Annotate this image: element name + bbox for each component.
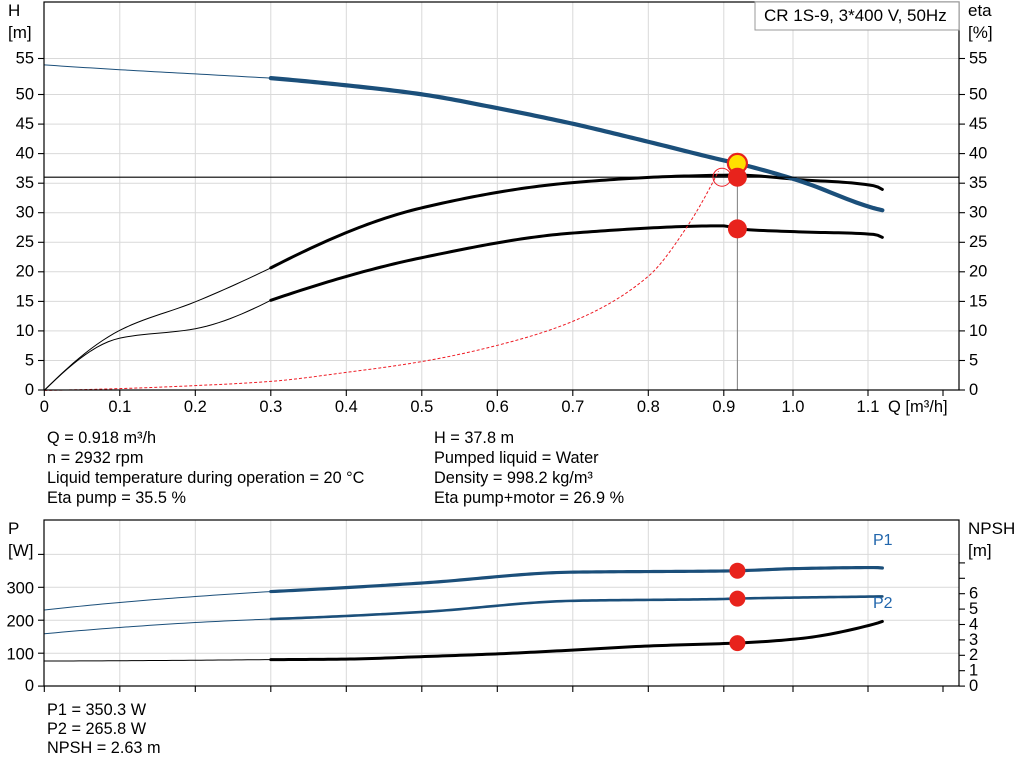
svg-text:45: 45 <box>969 115 987 133</box>
svg-text:300: 300 <box>6 580 34 598</box>
svg-text:0: 0 <box>40 398 49 416</box>
svg-text:55: 55 <box>969 50 987 68</box>
svg-text:H: H <box>8 1 20 20</box>
svg-text:0: 0 <box>969 677 978 695</box>
svg-text:Liquid temperature during oper: Liquid temperature during operation = 20… <box>47 469 365 487</box>
svg-text:P1: P1 <box>873 532 893 549</box>
svg-text:5: 5 <box>25 351 34 369</box>
svg-text:40: 40 <box>969 145 987 163</box>
svg-text:H = 37.8 m: H = 37.8 m <box>434 429 514 447</box>
svg-text:40: 40 <box>16 145 34 163</box>
svg-text:10: 10 <box>969 322 987 340</box>
svg-text:Q = 0.918 m³/h: Q = 0.918 m³/h <box>47 429 156 447</box>
svg-text:0: 0 <box>969 381 978 399</box>
svg-text:35: 35 <box>16 174 34 192</box>
svg-text:0.7: 0.7 <box>561 398 584 416</box>
svg-text:30: 30 <box>969 204 987 222</box>
svg-text:Q [m³/h]: Q [m³/h] <box>888 398 948 416</box>
svg-text:0.5: 0.5 <box>410 398 433 416</box>
svg-text:P1 = 350.3 W: P1 = 350.3 W <box>47 701 147 719</box>
svg-text:Eta pump = 35.5 %: Eta pump = 35.5 % <box>47 489 186 507</box>
svg-text:[m]: [m] <box>968 541 992 560</box>
svg-text:0.1: 0.1 <box>108 398 131 416</box>
svg-text:0: 0 <box>25 677 34 695</box>
svg-text:15: 15 <box>16 292 34 310</box>
svg-text:35: 35 <box>969 174 987 192</box>
svg-text:1.1: 1.1 <box>857 398 880 416</box>
svg-text:10: 10 <box>16 322 34 340</box>
svg-text:5: 5 <box>969 351 978 369</box>
svg-text:0.4: 0.4 <box>335 398 358 416</box>
svg-text:[m]: [m] <box>8 23 32 42</box>
svg-text:1: 1 <box>969 662 978 680</box>
svg-text:55: 55 <box>16 50 34 68</box>
svg-text:NPSH = 2.63 m: NPSH = 2.63 m <box>47 739 161 757</box>
svg-text:0: 0 <box>25 381 34 399</box>
svg-text:50: 50 <box>969 86 987 104</box>
svg-text:15: 15 <box>969 292 987 310</box>
svg-text:0.6: 0.6 <box>486 398 509 416</box>
svg-text:Pumped liquid = Water: Pumped liquid = Water <box>434 449 599 467</box>
svg-text:P: P <box>8 519 19 538</box>
svg-text:30: 30 <box>16 204 34 222</box>
svg-text:5: 5 <box>969 600 978 618</box>
svg-text:200: 200 <box>6 613 34 631</box>
svg-text:0.2: 0.2 <box>184 398 207 416</box>
svg-text:2: 2 <box>969 646 978 664</box>
svg-text:6: 6 <box>969 585 978 603</box>
svg-text:0.3: 0.3 <box>259 398 282 416</box>
svg-text:4: 4 <box>969 615 978 633</box>
svg-text:50: 50 <box>16 86 34 104</box>
svg-text:0.8: 0.8 <box>637 398 660 416</box>
svg-text:0.9: 0.9 <box>712 398 735 416</box>
svg-text:100: 100 <box>6 646 34 664</box>
svg-text:[W]: [W] <box>8 541 34 560</box>
svg-text:25: 25 <box>16 233 34 251</box>
svg-text:3: 3 <box>969 631 978 649</box>
svg-text:NPSH: NPSH <box>968 519 1015 538</box>
svg-text:CR 1S-9, 3*400 V, 50Hz: CR 1S-9, 3*400 V, 50Hz <box>764 6 947 25</box>
svg-text:P2: P2 <box>873 595 893 612</box>
svg-text:20: 20 <box>969 263 987 281</box>
svg-text:45: 45 <box>16 115 34 133</box>
svg-text:20: 20 <box>16 263 34 281</box>
svg-text:P2 = 265.8 W: P2 = 265.8 W <box>47 720 147 738</box>
svg-text:Density = 998.2 kg/m³: Density = 998.2 kg/m³ <box>434 469 593 487</box>
svg-text:Eta pump+motor = 26.9 %: Eta pump+motor = 26.9 % <box>434 489 624 507</box>
svg-text:1.0: 1.0 <box>782 398 805 416</box>
svg-text:n = 2932 rpm: n = 2932 rpm <box>47 449 143 467</box>
svg-text:[%]: [%] <box>968 23 993 42</box>
svg-text:25: 25 <box>969 233 987 251</box>
svg-text:eta: eta <box>968 1 992 20</box>
